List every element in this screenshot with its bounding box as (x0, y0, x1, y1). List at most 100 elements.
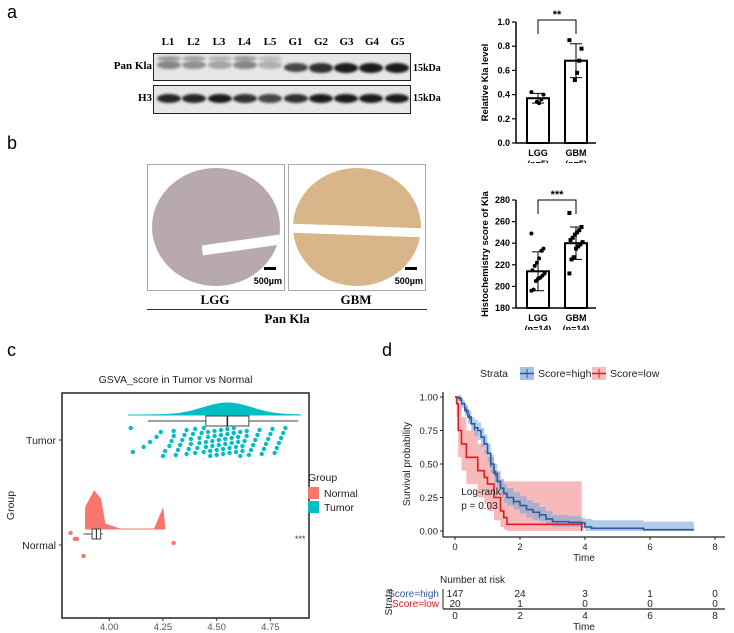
legend-title: Strata (480, 368, 508, 380)
data-point-tumor (175, 447, 181, 453)
data-point-tumor (257, 427, 262, 433)
survival-curve-high (455, 396, 694, 531)
risk-count: 0 (712, 589, 718, 600)
data-point-tumor (210, 443, 215, 449)
y-tick-label: 0.50 (420, 460, 439, 471)
data-point (541, 92, 546, 97)
legend-title: Group (308, 472, 337, 484)
x-tick-label: 4.00 (100, 622, 119, 633)
blot-band (232, 61, 257, 70)
y-tick-label: 220 (495, 260, 510, 270)
y-axis-label: Histochemistry score of Kla (480, 190, 491, 316)
x-tick-n-label: (n=5) (527, 159, 549, 163)
data-point (533, 279, 538, 283)
data-point-tumor (216, 437, 221, 443)
risk-x-tick-label: 4 (582, 611, 588, 622)
x-tick-label: 6 (647, 542, 652, 553)
lane-label: G3 (339, 36, 354, 48)
significance-annotation: *** (295, 534, 306, 544)
x-tick-n-label: (n=14) (563, 324, 590, 330)
y-tick-label: 1.00 (420, 393, 439, 404)
y-tick-label: 0.75 (420, 426, 439, 437)
data-point-tumor (220, 451, 226, 457)
risk-y-axis-label: Strata (384, 588, 395, 615)
risk-x-tick-label: 8 (712, 611, 718, 622)
x-tick-label: 4.75 (261, 622, 280, 633)
data-point-tumor (197, 435, 202, 441)
y-tick-label: 1.0 (497, 17, 510, 27)
data-point (570, 235, 575, 240)
data-point-tumor (223, 441, 228, 447)
lane-label: G5 (390, 36, 405, 48)
significance-bracket (537, 19, 577, 34)
data-point-tumor (231, 430, 237, 436)
data-point-tumor (270, 426, 275, 432)
data-point-tumor (203, 444, 209, 450)
data-point (529, 231, 534, 236)
blot-band (207, 61, 232, 69)
data-point (575, 230, 580, 235)
blot-band (283, 94, 308, 103)
blot-row-label-pan-kla: Pan Kla (113, 60, 152, 72)
data-point-tumor (274, 445, 279, 451)
ci-band-high (455, 397, 694, 531)
data-point-tumor (276, 440, 282, 446)
bar-chart-histochemistry: 180 200 220 240 260 280 Histochemistry score o… (480, 189, 596, 330)
panel-letter-d: d (382, 340, 393, 360)
data-point (574, 246, 578, 251)
blot-band (258, 61, 283, 69)
data-point-tumor (210, 438, 215, 444)
blot-band (258, 56, 283, 61)
y-tick-label: 0.00 (420, 527, 439, 538)
data-point (534, 260, 539, 265)
x-tick-n-label: (n=5) (565, 159, 587, 163)
blot-band (157, 94, 181, 103)
data-point-tumor (283, 425, 288, 431)
risk-x-axis-label: Time (573, 622, 595, 633)
data-point-tumor (171, 428, 176, 434)
data-point (578, 242, 583, 247)
data-point-tumor (225, 431, 230, 437)
data-point (537, 256, 542, 261)
blot-mw-pan-kla: 15kDa (413, 63, 441, 74)
data-point-tumor (238, 429, 243, 435)
data-point (576, 244, 581, 249)
data-point-tumor (272, 450, 277, 456)
x-tick-label: 4.50 (207, 622, 226, 633)
data-point-tumor (216, 442, 221, 448)
risk-count: 0 (647, 599, 653, 610)
legend-label: Score=low (610, 368, 660, 380)
data-point-tumor (160, 453, 166, 459)
data-point (577, 58, 582, 63)
data-point (579, 225, 584, 229)
data-point (530, 268, 535, 273)
risk-count: 24 (514, 589, 526, 600)
density-normal (85, 490, 166, 530)
data-point-tumor (130, 449, 136, 455)
ci-band-low (455, 397, 582, 531)
data-point-tumor (218, 432, 224, 438)
ihc-label-gbm: GBM (340, 292, 372, 307)
risk-x-tick-label: 6 (647, 611, 653, 622)
data-point-tumor (147, 439, 153, 445)
ihc-group-label: Pan Kla (264, 311, 310, 326)
y-axis-label: Group (5, 491, 17, 520)
data-point-tumor (235, 439, 241, 445)
data-point (572, 232, 577, 237)
blot-mw-h3: 15kDa (413, 93, 441, 104)
survival-curve-low (455, 396, 583, 531)
data-point (568, 237, 573, 242)
data-point-tumor (218, 427, 224, 433)
risk-count: 3 (582, 589, 588, 600)
x-axis-label: Time (573, 553, 595, 564)
data-point-tumor (177, 442, 183, 448)
data-point (567, 271, 572, 276)
y-tick-label: 0.8 (497, 41, 510, 51)
significance-bracket (537, 199, 577, 214)
data-point-tumor (233, 444, 239, 450)
y-tick-label: 180 (495, 303, 510, 313)
lane-label: G4 (364, 36, 380, 48)
risk-row-label: Score=high (388, 589, 439, 600)
x-tick-label: 4 (582, 542, 587, 553)
